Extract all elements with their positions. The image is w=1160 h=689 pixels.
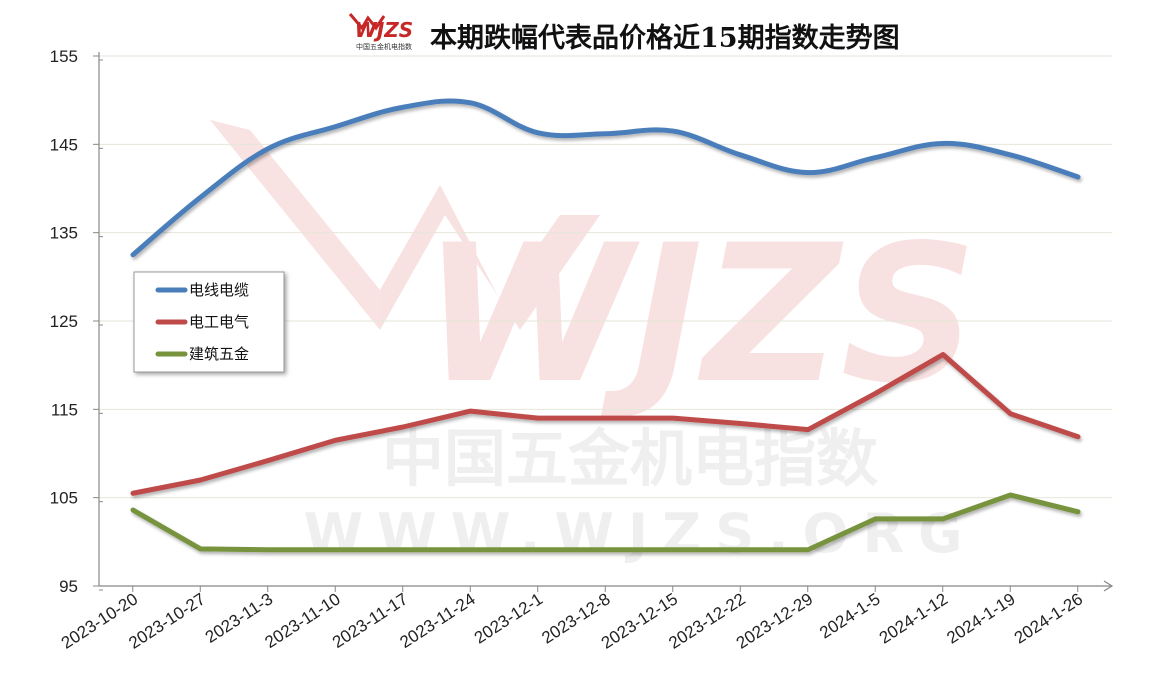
chart-title-group: WJZS 中国五金机电指数 本期跌幅代表品价格近15期指数走势图 [348, 13, 900, 54]
axes [93, 52, 1114, 592]
legend-label: 电线电缆 [189, 281, 249, 299]
x-tick-label: 2023-12-1 [471, 589, 546, 647]
watermark: WJZS 中国五金机电指数 WWW.WJZS.ORG [210, 120, 977, 565]
logo-text: WJZS [355, 18, 413, 42]
watermark-main: WJZS [423, 204, 978, 425]
watermark-cn: 中国五金机电指数 [382, 422, 878, 495]
chart-title: 本期跌幅代表品价格近15期指数走势图 [430, 23, 900, 54]
watermark-url: WWW.WJZS.ORG [304, 502, 977, 565]
y-tick-label: 135 [50, 224, 78, 243]
x-tick-label: 2023-11-24 [396, 589, 478, 652]
y-tick-label: 95 [59, 577, 78, 596]
y-tick-labels: 155 145 135 125 115 105 95 [50, 47, 78, 596]
x-tick-label: 2023-10-27 [125, 589, 208, 652]
y-tick-label: 145 [50, 135, 78, 154]
x-tick-label: 2024-1-12 [876, 589, 951, 647]
series-line-1 [130, 98, 1081, 258]
y-tick-label: 155 [50, 47, 78, 66]
legend-label: 电工电气 [189, 313, 249, 331]
x-tick-label: 2024-1-19 [943, 589, 1018, 647]
series-line-2 [130, 352, 1081, 496]
y-tick-label: 125 [50, 312, 78, 331]
x-tick-labels: 2023-10-202023-10-272023-11-32023-11-102… [58, 589, 1086, 652]
watermark-arrow-icon [210, 120, 600, 330]
x-tick-label: 2024-1-26 [1011, 589, 1086, 647]
y-tick-label: 105 [50, 489, 78, 508]
x-tick-label: 2023-11-10 [261, 589, 343, 652]
x-tick-label: 2023-12-29 [733, 589, 816, 652]
x-tick-label: 2023-11-17 [329, 589, 411, 652]
logo-subtext: 中国五金机电指数 [356, 42, 412, 51]
logo-icon: WJZS 中国五金机电指数 [348, 13, 413, 51]
y-tick-label: 115 [51, 400, 78, 419]
series-line-3 [130, 492, 1081, 553]
series-layer [130, 98, 1081, 553]
legend-label: 建筑五金 [189, 345, 249, 363]
x-tick-label: 2024-1-5 [816, 589, 883, 642]
x-axis-arrow-icon [1103, 580, 1114, 592]
